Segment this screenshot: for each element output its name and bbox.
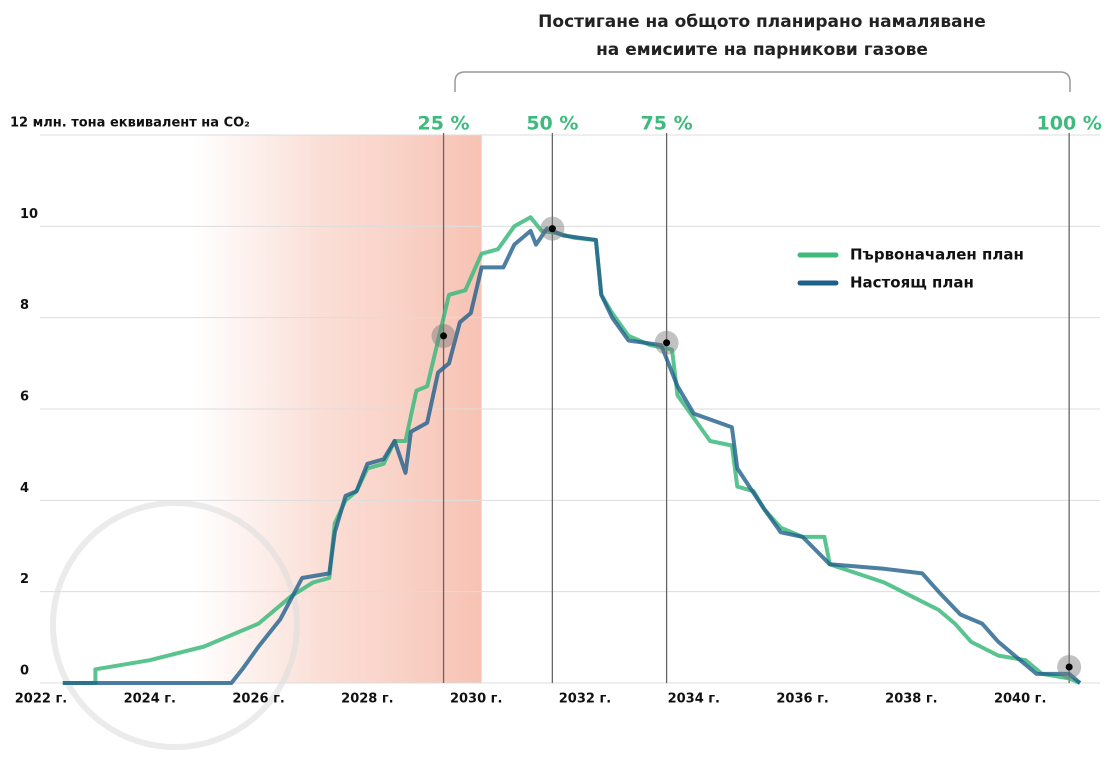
title-line: на емисиите на парникови газове <box>596 40 928 60</box>
x-tick-label: 2026 г. <box>232 692 284 707</box>
background-layer <box>40 134 1100 684</box>
milestone-dot <box>663 339 671 347</box>
x-tick-label: 2022 г. <box>15 692 67 707</box>
y-tick-label: 10 <box>20 207 38 222</box>
milestone-dot <box>440 332 448 340</box>
y-tick-label: 6 <box>20 390 29 405</box>
milestone-dot <box>548 225 556 233</box>
title-line: Постигане на общото планирано намаляване <box>538 12 986 32</box>
legend-label: Настоящ план <box>850 274 974 292</box>
legend-label: Първоначален план <box>850 246 1024 264</box>
series-line <box>62 226 1082 685</box>
y-tick-label: 8 <box>20 298 29 313</box>
y-tick-label: 12 млн. тона еквивалент на CO₂ <box>10 116 250 131</box>
milestone-label: 75 % <box>641 113 693 135</box>
x-tick-label: 2036 г. <box>776 692 828 707</box>
y-tick-label: 4 <box>20 481 29 496</box>
milestone-label: 50 % <box>526 113 578 135</box>
x-tick-label: 2038 г. <box>885 692 937 707</box>
x-tick-label: 2034 г. <box>668 692 720 707</box>
x-tick-label: 2040 г. <box>994 692 1046 707</box>
milestone-dot <box>1065 663 1073 671</box>
x-tick-label: 2024 г. <box>124 692 176 707</box>
bracket <box>454 71 1071 92</box>
x-tick-label: 2030 г. <box>450 692 502 707</box>
x-tick-label: 2032 г. <box>559 692 611 707</box>
x-tick-label: 2028 г. <box>341 692 393 707</box>
milestone-label: 100 % <box>1037 113 1102 135</box>
y-tick-label: 0 <box>20 664 29 679</box>
magnifier <box>50 500 300 750</box>
milestone-label: 25 % <box>418 113 470 135</box>
y-tick-label: 2 <box>20 572 29 587</box>
